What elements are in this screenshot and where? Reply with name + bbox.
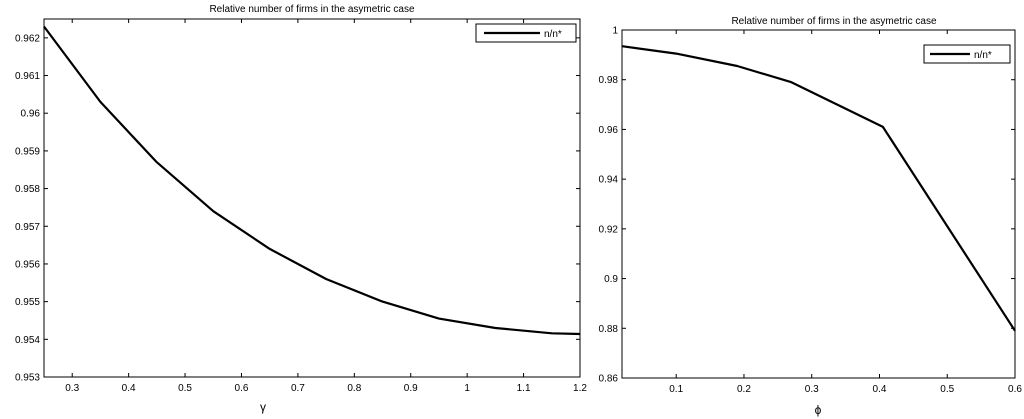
x-tick-label: 0.9 <box>404 383 418 394</box>
y-tick-label: 0.98 <box>599 75 619 86</box>
legend-label: n/n* <box>974 50 992 61</box>
x-tick-label: 1 <box>464 383 470 394</box>
y-tick-label: 0.92 <box>599 224 619 235</box>
chart-gamma: Relative number of firms in the asymetri… <box>15 4 587 414</box>
legend-label: n/n* <box>544 29 562 40</box>
chart-title: Relative number of firms in the asymetri… <box>209 4 415 15</box>
x-tick-label: 0.4 <box>122 383 136 394</box>
x-tick-label: 0.3 <box>65 383 79 394</box>
series-line-n-over-nstar <box>43 25 581 336</box>
y-tick-label: 0.954 <box>15 335 40 346</box>
x-tick-label: 0.8 <box>347 383 361 394</box>
y-tick-label: 0.961 <box>15 71 40 82</box>
y-tick-label: 0.953 <box>15 373 40 384</box>
y-tick-label: 0.958 <box>15 184 40 195</box>
y-tick-label: 0.956 <box>15 259 40 270</box>
y-tick-label: 0.957 <box>15 222 40 233</box>
legend: n/n* <box>923 44 1011 64</box>
y-tick-label: 0.955 <box>15 297 40 308</box>
x-tick-label: 0.6 <box>1008 384 1022 395</box>
y-tick-label: 0.86 <box>599 374 619 385</box>
x-axis-label: ϕ <box>815 403 822 417</box>
y-tick-label: 0.96 <box>599 125 619 136</box>
x-tick-label: 0.5 <box>940 384 954 395</box>
x-tick-label: 1.1 <box>517 383 531 394</box>
x-tick-label: 1.2 <box>573 383 587 394</box>
y-tick-label: 0.96 <box>21 109 41 120</box>
x-axis-label: γ <box>260 400 266 414</box>
x-tick-label: 0.3 <box>805 384 819 395</box>
chart-phi: Relative number of firms in the asymetri… <box>599 16 1023 417</box>
y-tick-label: 1 <box>612 26 618 37</box>
legend: n/n* <box>475 23 577 43</box>
x-tick-label: 0.6 <box>235 383 249 394</box>
x-tick-label: 0.4 <box>873 384 887 395</box>
plot-frame <box>43 18 581 378</box>
y-tick-label: 0.959 <box>15 146 40 157</box>
y-tick-label: 0.94 <box>599 175 619 186</box>
x-tick-label: 0.1 <box>669 384 683 395</box>
x-tick-label: 0.5 <box>178 383 192 394</box>
y-tick-label: 0.88 <box>599 324 619 335</box>
plot-frame <box>621 29 1016 379</box>
x-tick-label: 0.2 <box>737 384 751 395</box>
y-tick-label: 0.962 <box>15 33 40 44</box>
x-tick-label: 0.7 <box>291 383 305 394</box>
chart-title: Relative number of firms in the asymetri… <box>731 16 937 27</box>
y-tick-label: 0.9 <box>604 274 618 285</box>
series-line-n-over-nstar <box>621 45 1016 332</box>
